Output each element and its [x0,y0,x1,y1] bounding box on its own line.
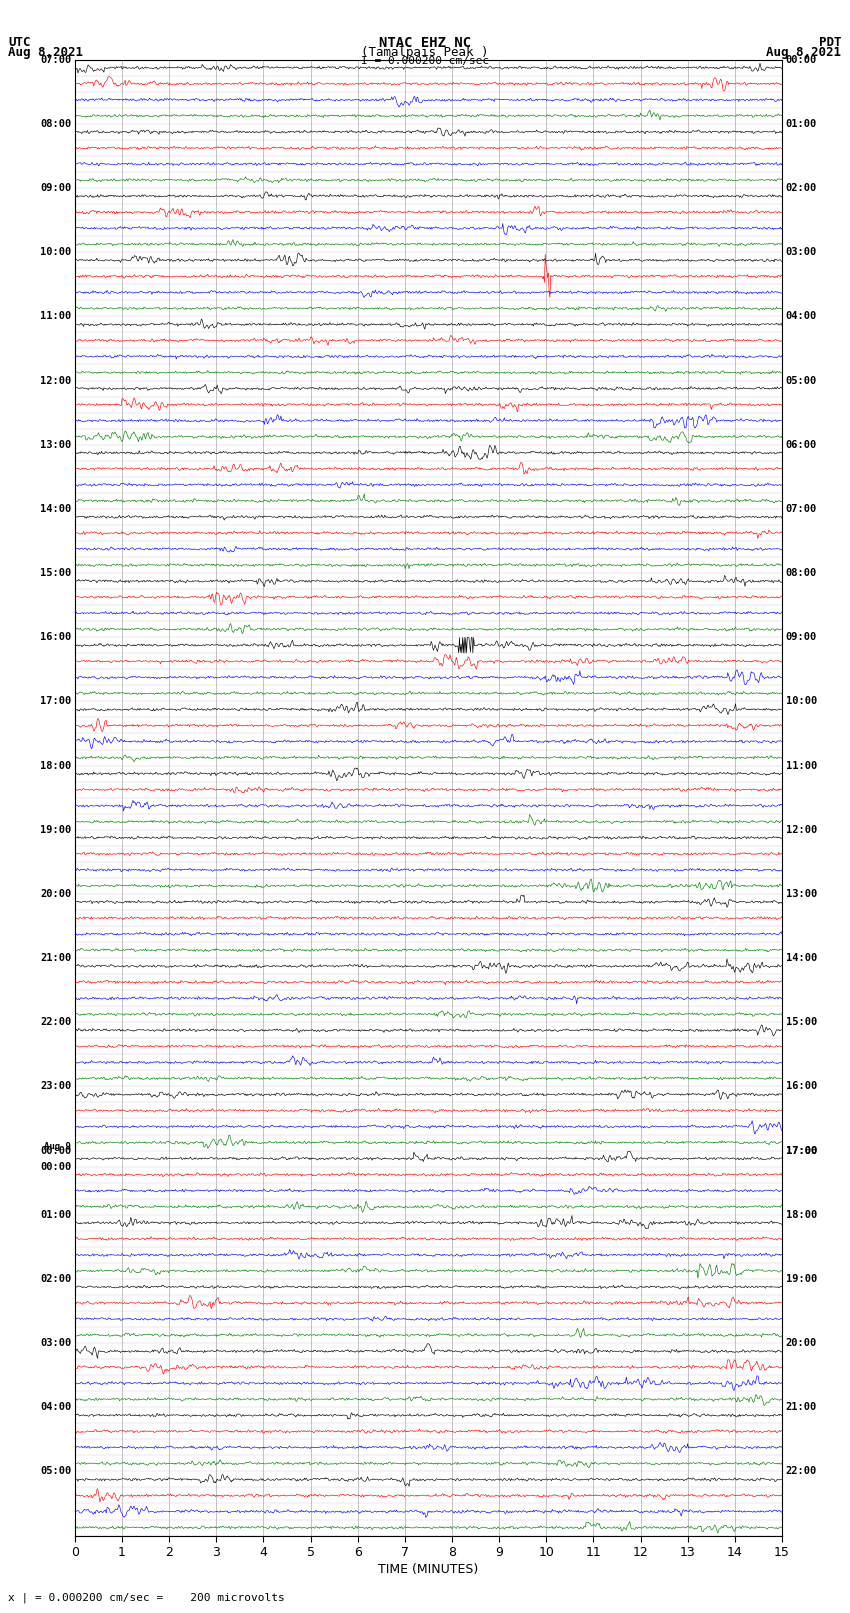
Text: Aug 8,2021: Aug 8,2021 [767,45,842,60]
Text: 00:00: 00:00 [40,1145,71,1155]
Text: 07:00: 07:00 [785,503,817,515]
Text: x | = 0.000200 cm/sec =    200 microvolts: x | = 0.000200 cm/sec = 200 microvolts [8,1592,286,1603]
Text: 21:00: 21:00 [785,1402,817,1413]
Text: 23:00: 23:00 [40,1081,71,1092]
Text: 04:00: 04:00 [40,1402,71,1413]
Text: 10:00: 10:00 [785,697,817,706]
Text: 13:00: 13:00 [40,440,71,450]
Text: 15:00: 15:00 [785,1018,817,1027]
X-axis label: TIME (MINUTES): TIME (MINUTES) [378,1563,479,1576]
Text: 18:00: 18:00 [40,761,71,771]
Text: 18:00: 18:00 [785,1210,817,1219]
Text: PDT: PDT [819,37,842,50]
Text: 04:00: 04:00 [785,311,817,321]
Text: 03:00: 03:00 [40,1339,71,1348]
Text: 05:00: 05:00 [40,1466,71,1476]
Text: 09:00: 09:00 [785,632,817,642]
Text: 11:00: 11:00 [40,311,71,321]
Text: 16:00: 16:00 [785,1081,817,1092]
Text: Aug 8,2021: Aug 8,2021 [8,45,83,60]
Text: (Tamalpais Peak ): (Tamalpais Peak ) [361,45,489,60]
Text: 10:00: 10:00 [40,247,71,256]
Text: 08:00: 08:00 [785,568,817,577]
Text: 14:00: 14:00 [785,953,817,963]
Text: 03:00: 03:00 [785,247,817,256]
Text: 15:00: 15:00 [40,568,71,577]
Text: 09:00: 09:00 [40,182,71,194]
Text: 02:00: 02:00 [785,182,817,194]
Text: 20:00: 20:00 [40,889,71,898]
Text: 22:00: 22:00 [785,1466,817,1476]
Text: 20:00: 20:00 [785,1339,817,1348]
Text: 07:00: 07:00 [40,55,71,65]
Text: 17:00: 17:00 [785,1145,817,1155]
Text: 22:00: 22:00 [40,1018,71,1027]
Text: I = 0.000200 cm/sec: I = 0.000200 cm/sec [361,56,489,66]
Text: 08:00: 08:00 [40,119,71,129]
Text: 19:00: 19:00 [40,824,71,834]
Text: 05:00: 05:00 [785,376,817,386]
Text: 11:00: 11:00 [785,761,817,771]
Text: 00:00: 00:00 [40,1161,71,1171]
Text: 06:00: 06:00 [785,440,817,450]
Text: 13:00: 13:00 [785,889,817,898]
Text: 02:00: 02:00 [40,1274,71,1284]
Text: 12:00: 12:00 [40,376,71,386]
Text: 17:00: 17:00 [785,1145,817,1155]
Text: 19:00: 19:00 [785,1274,817,1284]
Text: NTAC EHZ NC: NTAC EHZ NC [379,37,471,50]
Text: 00:00: 00:00 [785,55,817,65]
Text: UTC: UTC [8,37,31,50]
Text: 17:00: 17:00 [40,697,71,706]
Text: 21:00: 21:00 [40,953,71,963]
Text: 12:00: 12:00 [785,824,817,834]
Text: Aug 9: Aug 9 [44,1142,71,1150]
Text: 01:00: 01:00 [40,1210,71,1219]
Text: 14:00: 14:00 [40,503,71,515]
Text: 16:00: 16:00 [40,632,71,642]
Text: 01:00: 01:00 [785,119,817,129]
